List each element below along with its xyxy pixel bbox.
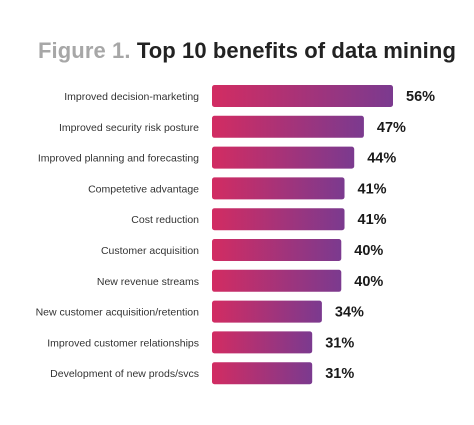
value-label: 41% <box>358 181 387 197</box>
bar <box>212 85 393 107</box>
category-label: Improved decision-marketing <box>64 91 199 103</box>
category-label: New revenue streams <box>97 276 199 288</box>
category-label: Improved customer relationships <box>47 337 199 349</box>
category-label: Cost reduction <box>131 214 199 226</box>
category-label: Competetive advantage <box>88 183 199 195</box>
category-label: Improved planning and forecasting <box>38 153 199 165</box>
value-label: 31% <box>325 366 354 382</box>
bar <box>212 239 342 261</box>
value-label: 41% <box>358 212 387 228</box>
bar <box>212 115 364 138</box>
bar <box>212 208 345 231</box>
value-label: 56% <box>406 89 435 105</box>
bar <box>212 300 322 323</box>
category-label: Improved security risk posture <box>59 122 199 134</box>
bar <box>212 269 342 292</box>
value-label: 31% <box>325 335 354 351</box>
bar <box>212 331 313 354</box>
category-label: Development of new prods/svcs <box>50 368 199 380</box>
category-label: Customer acquisition <box>101 245 199 257</box>
value-label: 47% <box>377 120 406 136</box>
value-label: 40% <box>354 243 383 259</box>
bar <box>212 146 355 169</box>
bars-group: Improved decision-marketing 56% Improved s… <box>36 85 435 385</box>
chart-title-prefix: Figure 1. <box>38 38 131 63</box>
category-label: New customer acquisition/retention <box>36 307 200 319</box>
value-label: 44% <box>367 151 396 167</box>
bar <box>212 177 345 200</box>
value-label: 34% <box>335 305 364 321</box>
chart-title: Figure 1. Top 10 benefits of data mining <box>38 38 456 64</box>
value-label: 40% <box>354 274 383 290</box>
chart-title-main: Top 10 benefits of data mining <box>136 38 456 63</box>
bar <box>212 362 313 385</box>
